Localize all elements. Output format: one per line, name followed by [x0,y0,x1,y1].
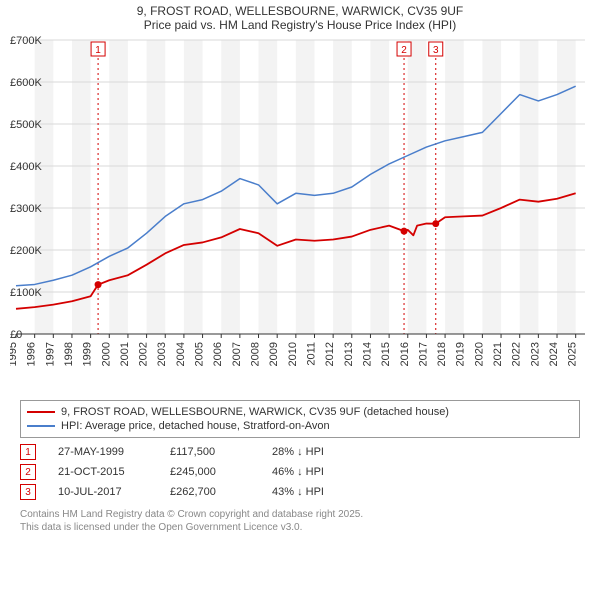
legend-box: 9, FROST ROAD, WELLESBOURNE, WARWICK, CV… [20,400,580,438]
svg-text:2: 2 [401,45,407,56]
event-badge-2: 2 [20,464,36,480]
svg-text:2019: 2019 [455,342,467,366]
event-badge-1: 1 [20,444,36,460]
svg-text:2005: 2005 [194,342,206,366]
svg-text:1997: 1997 [44,342,56,366]
svg-text:£100K: £100K [10,287,42,299]
legend-label-hpi: HPI: Average price, detached house, Stra… [61,420,330,432]
svg-text:2017: 2017 [417,342,429,366]
svg-text:3: 3 [433,45,439,56]
svg-text:2000: 2000 [100,342,112,366]
svg-text:2003: 2003 [156,342,168,366]
svg-text:2009: 2009 [268,342,280,366]
svg-text:2024: 2024 [548,342,560,366]
svg-text:2023: 2023 [529,342,541,366]
svg-text:2001: 2001 [119,342,131,366]
footer-attribution: Contains HM Land Registry data © Crown c… [20,508,580,534]
footer-line-2: This data is licensed under the Open Gov… [20,521,580,534]
svg-text:2022: 2022 [511,342,523,366]
svg-text:£400K: £400K [10,161,42,173]
event-price: £262,700 [170,486,250,498]
event-row: 2 21-OCT-2015 £245,000 46% ↓ HPI [20,462,580,482]
svg-text:2012: 2012 [324,342,336,366]
event-delta: 46% ↓ HPI [272,466,324,478]
svg-text:2015: 2015 [380,342,392,366]
svg-text:1999: 1999 [82,342,94,366]
event-date: 10-JUL-2017 [58,486,148,498]
line-chart-svg: £0£100K£200K£300K£400K£500K£600K£700K123… [10,34,590,394]
title-line-1: 9, FROST ROAD, WELLESBOURNE, WARWICK, CV… [0,4,600,18]
chart-area: £0£100K£200K£300K£400K£500K£600K£700K123… [10,34,590,394]
svg-text:2013: 2013 [343,342,355,366]
legend-swatch-property [27,411,55,413]
legend-row-hpi: HPI: Average price, detached house, Stra… [27,419,573,433]
svg-text:2006: 2006 [212,342,224,366]
svg-text:2007: 2007 [231,342,243,366]
svg-text:2016: 2016 [399,342,411,366]
svg-text:1: 1 [95,45,101,56]
legend-label-property: 9, FROST ROAD, WELLESBOURNE, WARWICK, CV… [61,406,449,418]
svg-text:£600K: £600K [10,77,42,89]
svg-text:£500K: £500K [10,119,42,131]
event-date: 21-OCT-2015 [58,466,148,478]
svg-text:£200K: £200K [10,245,42,257]
legend-row-property: 9, FROST ROAD, WELLESBOURNE, WARWICK, CV… [27,405,573,419]
svg-text:2025: 2025 [567,342,579,366]
event-row: 1 27-MAY-1999 £117,500 28% ↓ HPI [20,442,580,462]
event-price: £117,500 [170,446,250,458]
svg-text:2020: 2020 [473,342,485,366]
legend-swatch-hpi [27,425,55,427]
event-delta: 43% ↓ HPI [272,486,324,498]
event-row: 3 10-JUL-2017 £262,700 43% ↓ HPI [20,482,580,502]
svg-text:2004: 2004 [175,342,187,366]
footer-line-1: Contains HM Land Registry data © Crown c… [20,508,580,521]
events-table: 1 27-MAY-1999 £117,500 28% ↓ HPI 2 21-OC… [20,442,580,502]
chart-titles: 9, FROST ROAD, WELLESBOURNE, WARWICK, CV… [0,0,600,34]
event-date: 27-MAY-1999 [58,446,148,458]
svg-text:2010: 2010 [287,342,299,366]
title-line-2: Price paid vs. HM Land Registry's House … [0,18,600,32]
event-badge-3: 3 [20,484,36,500]
svg-text:1996: 1996 [26,342,38,366]
svg-text:1998: 1998 [63,342,75,366]
event-price: £245,000 [170,466,250,478]
svg-text:2018: 2018 [436,342,448,366]
svg-text:2011: 2011 [305,342,317,366]
svg-text:2021: 2021 [492,342,504,366]
svg-text:£300K: £300K [10,203,42,215]
svg-text:£700K: £700K [10,35,42,47]
svg-text:2014: 2014 [361,342,373,366]
svg-text:2002: 2002 [138,342,150,366]
svg-text:1995: 1995 [10,342,19,366]
svg-text:2008: 2008 [250,342,262,366]
event-delta: 28% ↓ HPI [272,446,324,458]
